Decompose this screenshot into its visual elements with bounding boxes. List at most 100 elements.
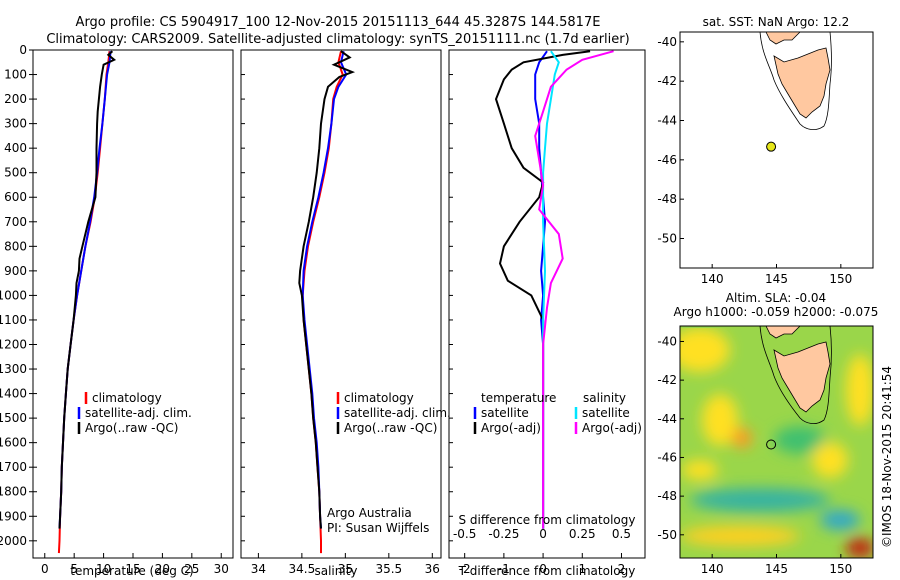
s-diff-tick-label: 0.25 [569, 527, 596, 541]
depth-tick-label: 800 [4, 239, 27, 253]
map-x-tick-label: 140 [701, 562, 724, 576]
difference-xlabel-s: S difference from climatology [459, 513, 636, 527]
sla-blob-11 [682, 460, 718, 480]
sla-blob-7 [690, 488, 830, 512]
x-tick-label: 2 [618, 562, 626, 576]
sla-heatmap [680, 326, 873, 558]
depth-tick-label: 1600 [0, 436, 27, 450]
depth-tick-label: 1100 [0, 313, 27, 327]
figure-title-line1: Argo profile: CS 5904917_100 12-Nov-2015… [76, 15, 601, 30]
temperature-plot-frame [32, 49, 234, 559]
map-y-tick-label: -46 [657, 450, 677, 464]
sla-blob-6 [812, 442, 848, 478]
depth-tick-label: 900 [4, 264, 27, 278]
temperature-panel: 0100200300400500600700800900100011001200… [0, 43, 234, 578]
depth-tick-label: 1000 [0, 288, 27, 302]
salinity-annotation-line2: PI: Susan Wijffels [327, 521, 429, 535]
map-y-tick-label: -50 [657, 232, 677, 246]
depth-tick-label: 300 [4, 117, 27, 131]
depth-tick-label: 200 [4, 92, 27, 106]
sla-map-subtitle: Argo h1000: -0.059 h2000: -0.075 [674, 305, 879, 319]
depth-tick-label: 1900 [0, 509, 27, 523]
difference-legend-t-argo: Argo(-adj) [481, 421, 541, 435]
temperature-xlabel: temperature (deg C) [70, 564, 193, 578]
map-x-tick-label: 145 [765, 272, 788, 286]
sst-map-coastline-outline [759, 31, 832, 130]
series-line-satellite-2 [542, 50, 560, 529]
difference-panel: -2 -1 0 1 2 -0.5 -0.25 0 0.25 0.5 T difference fr… [448, 49, 646, 578]
sla-blob-3 [732, 428, 752, 448]
salinity-xlabel: salinity [314, 564, 357, 578]
sla-blob-2 [702, 394, 738, 446]
map-y-tick-label: -46 [657, 153, 677, 167]
temperature-legend: climatology satellite-adj. clim. Argo(..… [77, 391, 192, 435]
depth-tick-label: 1800 [0, 485, 27, 499]
credit-text: ©IMOS 18-Nov-2015 20:41:54 [880, 366, 894, 548]
x-tick-label: 36 [425, 562, 440, 576]
figure-title-line2: Climatology: CARS2009. Satellite-adjuste… [46, 32, 629, 47]
map-y-tick-label: -40 [657, 334, 677, 348]
series-line-satellite-adj-clim--1 [301, 50, 348, 529]
x-tick-label: 30 [214, 562, 229, 576]
x-tick-label: 35.5 [375, 562, 402, 576]
map-y-tick-label: -50 [657, 528, 677, 542]
depth-tick-label: 2000 [0, 534, 27, 548]
sst-map-mainland [765, 31, 801, 45]
map-x-tick-label: 150 [829, 272, 852, 286]
x-tick-label: 5 [70, 562, 78, 576]
depth-tick-label: 1300 [0, 362, 27, 376]
sla-blob-4 [774, 426, 826, 454]
series-line-argo-raw-qc--2 [58, 50, 117, 529]
sla-blob-10 [846, 538, 873, 558]
temperature-legend-climatology: climatology [92, 391, 162, 405]
salinity-panel: 34 34.5 35 35.5 36 salinity climatology sate… [240, 49, 451, 578]
s-diff-tick-label: -0.5 [453, 527, 476, 541]
x-tick-label: 1 [578, 562, 586, 576]
depth-tick-label: 1400 [0, 387, 27, 401]
sla-blob-1 [680, 328, 730, 372]
series-line-satellite-adj-clim--1 [58, 51, 112, 529]
x-tick-label: 34 [251, 562, 266, 576]
x-tick-label: 15 [125, 562, 140, 576]
x-tick-label: -1 [498, 562, 510, 576]
map-y-tick-label: -42 [657, 74, 677, 88]
depth-tick-label: 600 [4, 190, 27, 204]
sla-map-tasmania [773, 341, 831, 413]
depth-tick-label: 1500 [0, 411, 27, 425]
salinity-legend-satellite: satellite-adj. clim. [344, 406, 451, 420]
sst-map-panel: sat. SST: NaN Argo: 12.2 140 145 150 -40 -42… [657, 15, 874, 286]
depth-tick-label: 1700 [0, 460, 27, 474]
depth-tick-label: 1200 [0, 337, 27, 351]
difference-legend: temperature salinity satellite Argo(-adj… [473, 391, 642, 435]
map-x-tick-label: 140 [701, 272, 724, 286]
sla-blob-8 [820, 510, 860, 530]
sla-blob-5 [846, 354, 873, 426]
salinity-legend: climatology satellite-adj. clim. Argo(..… [336, 391, 451, 435]
s-diff-tick-label: 0 [539, 527, 547, 541]
x-tick-label: 35 [338, 562, 353, 576]
map-y-tick-label: -48 [657, 489, 677, 503]
depth-tick-label: 500 [4, 166, 27, 180]
depth-tick-label: 0 [19, 43, 27, 57]
x-tick-label: 20 [155, 562, 170, 576]
sla-map-argo-location-marker [766, 439, 777, 450]
difference-legend-t-satellite: satellite [481, 406, 529, 420]
map-y-tick-label: -44 [657, 412, 677, 426]
sla-map-panel: Altim. SLA: -0.04 Argo h1000: -0.059 h20… [657, 291, 878, 576]
temperature-legend-satellite: satellite-adj. clim. [85, 406, 192, 420]
sst-map-tasmania [773, 47, 831, 119]
difference-legend-s-satellite: satellite [582, 406, 630, 420]
map-y-tick-label: -40 [657, 35, 677, 49]
temperature-legend-argo: Argo(..raw -QC) [85, 421, 178, 435]
s-diff-tick-label: 0.5 [612, 527, 631, 541]
salinity-annotation-line1: Argo Australia [327, 506, 412, 520]
x-tick-label: 10 [96, 562, 111, 576]
map-x-tick-label: 145 [765, 562, 788, 576]
depth-tick-label: 700 [4, 215, 27, 229]
sla-blob-9 [680, 526, 800, 546]
x-tick-label: -2 [459, 562, 471, 576]
sla-map-title: Altim. SLA: -0.04 [726, 291, 826, 305]
series-line-argo-adj--3 [534, 50, 614, 529]
map-x-tick-label: 150 [829, 562, 852, 576]
depth-tick-label: 100 [4, 68, 27, 82]
